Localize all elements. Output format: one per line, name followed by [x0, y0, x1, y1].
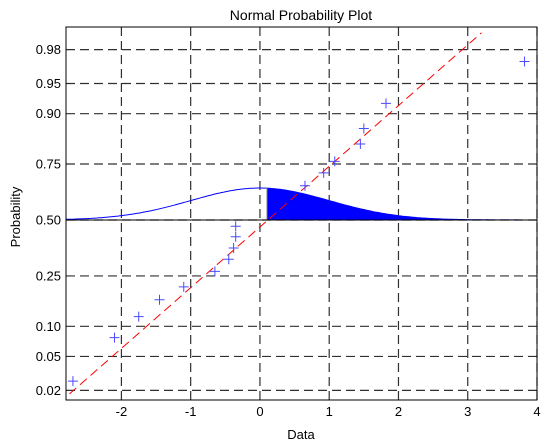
plot-frame: [65, 26, 538, 401]
data-point: [230, 231, 241, 242]
data-point: [209, 266, 220, 277]
data-point: [355, 139, 366, 150]
data-point: [299, 180, 310, 191]
data-point: [381, 98, 392, 109]
y-tick-label: 0.02: [36, 383, 61, 398]
data-point: [230, 221, 241, 232]
chart-title: Normal Probability Plot: [230, 7, 372, 23]
y-tick-label: 0.05: [36, 349, 61, 364]
density-curve: [66, 187, 536, 221]
data-point: [154, 294, 165, 305]
data-point: [318, 167, 329, 178]
y-tick-label: 0.50: [36, 212, 61, 227]
y-tick-label: 0.98: [36, 42, 61, 57]
data-point: [67, 376, 78, 387]
x-tick-label: 4: [533, 404, 540, 419]
x-tick-label: 0: [256, 404, 263, 419]
x-tick-label: 2: [395, 404, 402, 419]
x-tick-label: -2: [116, 404, 128, 419]
data-point: [178, 281, 189, 292]
data-point: [329, 156, 340, 167]
x-axis-label: Data: [287, 427, 315, 442]
data-point: [358, 123, 369, 134]
data-point: [223, 254, 234, 265]
data-point: [109, 332, 120, 343]
y-axis-label: Probability: [8, 186, 23, 247]
data-point: [519, 56, 530, 67]
y-tick-label: 0.90: [36, 106, 61, 121]
y-tick-label: 0.95: [36, 76, 61, 91]
x-tick-label: 3: [464, 404, 471, 419]
data-point: [133, 311, 144, 322]
density-filled-area: [266, 188, 447, 220]
x-tick-label: 1: [326, 404, 333, 419]
y-tick-label: 0.25: [36, 268, 61, 283]
y-tick-label: 0.75: [36, 157, 61, 172]
reference-line: [69, 32, 482, 395]
data-point: [228, 242, 239, 253]
plot-area: -2 -1 0 1 2 3 4 0.02 0.05 0.10 0.25 0.50 0.75 0.90 0.9…: [36, 26, 541, 419]
x-tick-label: -1: [185, 404, 197, 419]
y-tick-label: 0.10: [36, 319, 61, 334]
